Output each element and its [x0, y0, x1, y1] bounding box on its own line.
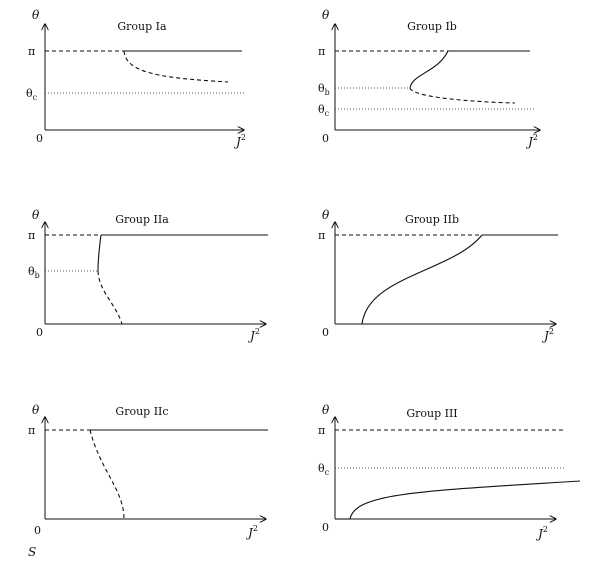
stable-branch-curve — [409, 50, 449, 89]
theta-axis-label: θ — [32, 8, 40, 22]
origin-label: 0 — [34, 524, 41, 537]
unstable-branch-curve — [89, 429, 125, 520]
pi-label: π — [28, 424, 35, 437]
unstable-branch-curve — [409, 87, 516, 104]
pi-label: π — [318, 424, 325, 437]
theta-axis-label: θ — [322, 403, 330, 417]
j2-axis-label: J2 — [535, 525, 548, 541]
theta-axis-label: θ — [322, 208, 330, 222]
panel-group-iii: Group III θ π θc 0 J2 — [318, 403, 581, 541]
panel-title: Group IIb — [405, 213, 459, 226]
theta-c-label: θc — [318, 462, 330, 477]
s-label: S — [28, 545, 36, 559]
panel-group-iia: Group IIa θ π θb 0 J2 — [28, 208, 268, 343]
panel-title: Group III — [406, 407, 457, 420]
origin-label: 0 — [36, 326, 43, 339]
j2-axis-label: J2 — [245, 524, 258, 540]
theta-b-label: θb — [28, 265, 40, 280]
panel-group-iib: Group IIb θ π 0 J2 — [318, 208, 558, 343]
theta-c-label: θc — [26, 87, 38, 102]
panel-group-ib: Group Ib θ π θb θc 0 J2 — [318, 8, 540, 149]
panel-title: Group Ib — [407, 20, 457, 33]
stable-branch-curve — [97, 234, 102, 272]
theta-axis-label: θ — [32, 403, 40, 417]
theta-c-label: θc — [318, 103, 330, 118]
theta-axis-label: θ — [32, 208, 40, 222]
panel-group-iic: Group IIc θ π 0 J2 S — [28, 403, 268, 559]
stable-branch-curve — [361, 234, 483, 325]
panel-title: Group IIc — [115, 405, 168, 418]
origin-label: 0 — [36, 132, 43, 145]
theta-axis-label: θ — [322, 8, 330, 22]
pi-label: π — [318, 229, 325, 242]
j2-axis-label: J2 — [525, 133, 538, 149]
unstable-branch-curve — [123, 50, 229, 83]
origin-label: 0 — [322, 132, 329, 145]
stable-branch-curve — [349, 480, 581, 520]
panel-title: Group Ia — [117, 20, 167, 33]
panel-title: Group IIa — [115, 213, 169, 226]
pi-label: π — [28, 229, 35, 242]
theta-b-label: θb — [318, 82, 330, 97]
pi-label: π — [28, 45, 35, 58]
unstable-branch-curve — [97, 270, 123, 325]
j2-axis-label: J2 — [233, 133, 246, 149]
origin-label: 0 — [322, 521, 329, 534]
pi-label: π — [318, 45, 325, 58]
j2-axis-label: J2 — [541, 327, 554, 343]
origin-label: 0 — [322, 326, 329, 339]
j2-axis-label: J2 — [247, 327, 260, 343]
panel-group-ia: Group Ia θ π θc 0 J2 — [26, 8, 246, 149]
